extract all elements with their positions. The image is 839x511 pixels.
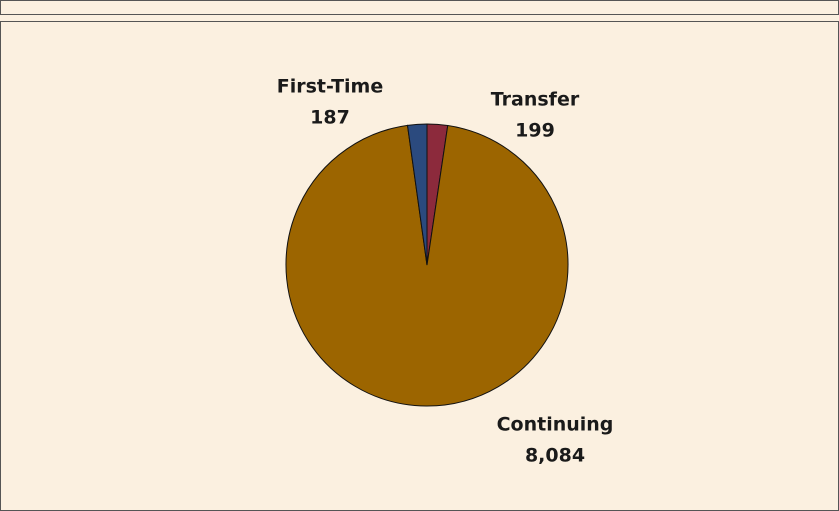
top-strip	[0, 0, 839, 15]
plot-area: Transfer 199 Continuing 8,084 First-Time 187	[277, 76, 614, 467]
slice-label: First-Time	[277, 76, 384, 98]
slice-label: Transfer	[491, 89, 580, 111]
pie-slice	[285, 124, 569, 407]
slice-value: 187	[310, 107, 350, 129]
pie-slice	[406, 123, 428, 266]
slice-value: 8,084	[525, 445, 585, 467]
slice-label: Continuing	[497, 414, 614, 436]
slice-value: 199	[515, 120, 555, 142]
